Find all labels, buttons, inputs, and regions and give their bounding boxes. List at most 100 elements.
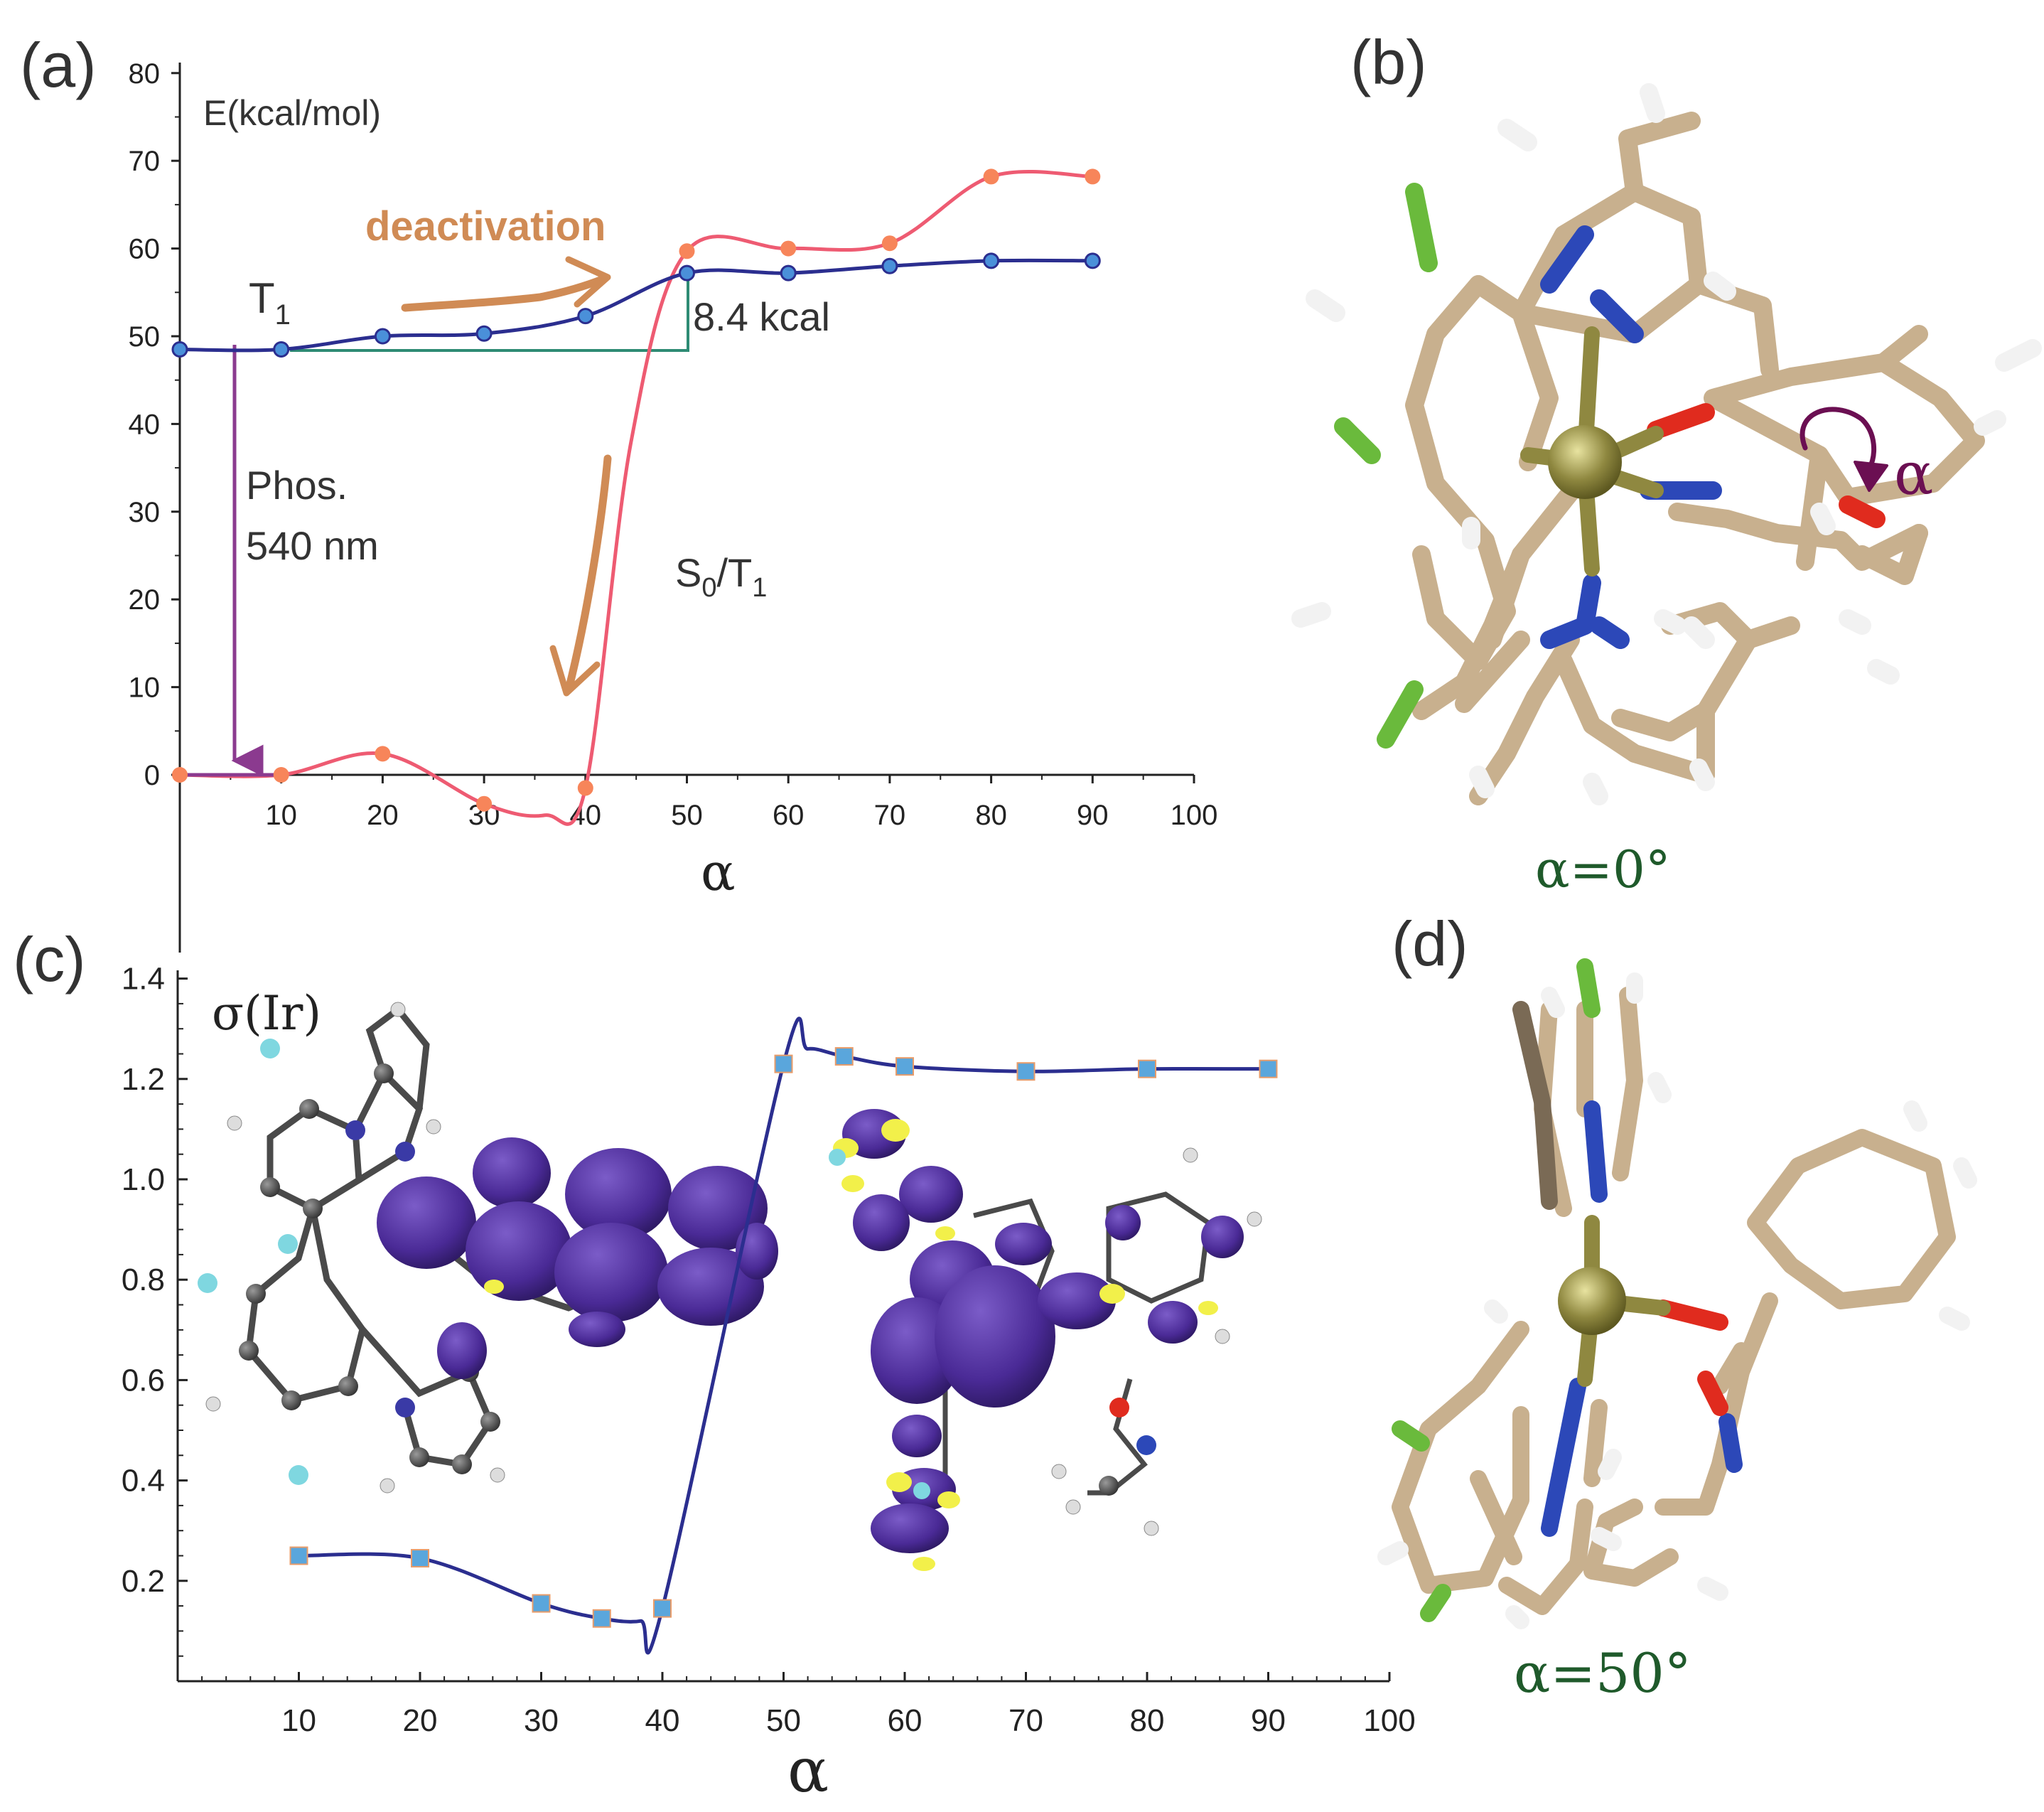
- x-tick-label-c: 20: [403, 1703, 438, 1738]
- y-tick-label-a: 30: [129, 497, 161, 528]
- point-s0t1: [375, 746, 391, 762]
- deactivation-arrow-1-head: [565, 256, 611, 308]
- rotation-arrow: [1800, 407, 1877, 472]
- panel-a: (a) 10 20 30 40 50 60 70 80 90 100010203040506070…: [20, 30, 1217, 953]
- point-s0t1: [172, 767, 188, 783]
- y-tick-label-a: 0: [144, 760, 160, 791]
- ylabel-c: σ(Ir): [212, 986, 321, 1041]
- panel-label-c: (c): [13, 924, 86, 995]
- x-tick-label-a: 20: [367, 800, 399, 831]
- x-tick-label-a: 70: [874, 800, 906, 831]
- y-tick-label-a: 10: [129, 672, 161, 704]
- point-sigma: [774, 1054, 793, 1073]
- molecule-d-darkring: [1512, 1001, 1558, 1210]
- point-sigma: [411, 1549, 429, 1568]
- point-s0t1: [983, 168, 999, 185]
- point-sigma: [289, 1546, 308, 1565]
- y-tick-label-c: 0.6: [122, 1363, 165, 1398]
- angle-label-d: α=50°: [1514, 1641, 1691, 1705]
- barrier-label: 8.4 kcal: [693, 294, 830, 339]
- panel-c-ticks: 10 20 30 40 50 60 70 80 90 100 0.2 0.4 0.6 0.8 1.0 1.2 1…: [122, 962, 1416, 1738]
- molecule-d-hydrogen: [1377, 972, 1977, 1629]
- x-tick-label-c: 30: [524, 1703, 559, 1738]
- point-sigma: [592, 1609, 611, 1628]
- y-tick-label-c: 1.4: [122, 962, 165, 997]
- iridium-atom-b: [1548, 425, 1622, 499]
- panel-label-a: (a): [20, 30, 97, 100]
- x-tick-label-a: 100: [1171, 800, 1218, 831]
- panel-label-d: (d): [1392, 908, 1468, 979]
- iridium-atom-d: [1558, 1267, 1626, 1335]
- point-t1: [374, 328, 391, 345]
- t1-subscript: 1: [275, 299, 291, 331]
- y-tick-label-a: 60: [129, 234, 161, 265]
- orbital-yellow-left: [484, 1280, 504, 1294]
- x-tick-label-a: 50: [671, 800, 703, 831]
- x-tick-label-c: 10: [281, 1703, 316, 1738]
- molecule-b-carbon: [1405, 112, 1985, 805]
- deactivation-arrow-2: [564, 454, 612, 694]
- x-tick-label-a: 10: [265, 800, 297, 831]
- point-sigma: [653, 1599, 672, 1618]
- xlabel-a: α: [701, 842, 736, 902]
- x-tick-label-c: 50: [766, 1703, 801, 1738]
- molecule-b-oxygen: [1647, 403, 1886, 528]
- point-s0t1: [476, 795, 493, 812]
- panel-d: (d): [1377, 908, 1977, 1705]
- phos-label-1: Phos.: [246, 463, 348, 508]
- orbital-molecule-right: [829, 1109, 1262, 1571]
- deactivation-arrow-2-head: [549, 645, 601, 697]
- orbital-molecule-left: [198, 1002, 778, 1494]
- panel-a-series: [171, 168, 1101, 826]
- orbital-lobes-left: [377, 1137, 778, 1379]
- molecule-b: [1291, 83, 2042, 805]
- molecule-atoms-left: [198, 1002, 505, 1494]
- s0t1-sub1: 1: [752, 573, 767, 603]
- s0t1-mid: /T: [717, 550, 753, 595]
- y-tick-label-c: 1.2: [122, 1062, 165, 1097]
- point-sigma: [532, 1594, 551, 1613]
- molecule-b-hydrogen: [1291, 83, 2042, 805]
- point-sigma: [1259, 1059, 1278, 1078]
- point-t1: [881, 257, 898, 274]
- point-t1: [273, 341, 290, 358]
- series-line-t1: [179, 258, 1093, 353]
- angle-label-b: α=0°: [1535, 840, 1671, 899]
- phos-label-2: 540 nm: [246, 523, 379, 568]
- point-t1: [577, 308, 594, 325]
- ylabel-a: E(kcal/mol): [203, 93, 381, 133]
- molecule-d-fluorine: [1392, 958, 1601, 1622]
- point-t1: [475, 325, 493, 342]
- molecule-d-carbon: [1392, 987, 1956, 1615]
- molecule-d-nitrogen: [1541, 1100, 1743, 1537]
- point-t1: [983, 252, 1000, 269]
- y-tick-label-c: 1.0: [122, 1162, 165, 1197]
- panel-label-b: (b): [1350, 27, 1427, 97]
- x-tick-label-a: 40: [570, 800, 602, 831]
- point-t1: [780, 264, 797, 282]
- point-sigma: [834, 1047, 854, 1066]
- y-tick-label-a: 20: [129, 584, 161, 616]
- point-sigma: [1016, 1062, 1036, 1081]
- orbital-yellow-right: [833, 1119, 1218, 1571]
- molecule-d-oxygen: [1655, 1299, 1728, 1416]
- y-tick-label-a: 70: [129, 146, 161, 177]
- point-t1: [171, 341, 188, 358]
- x-tick-label-c: 60: [888, 1703, 923, 1738]
- molecule-d: [1377, 958, 1977, 1629]
- x-tick-label-a: 80: [975, 800, 1007, 831]
- alpha-rotation-label: α: [1894, 441, 1933, 508]
- rotation-arrow-head: [1854, 461, 1888, 492]
- point-sigma: [895, 1057, 914, 1076]
- panel-c: (c) 10 20 30 40 50 60 70 80 90 100 0.2 0.4 0.6 0.8 1.0…: [13, 924, 1416, 1806]
- x-tick-label-c: 40: [645, 1703, 680, 1738]
- point-s0t1: [577, 780, 593, 796]
- deactivation-arrow-1: [401, 274, 608, 312]
- y-tick-label-c: 0.8: [122, 1262, 165, 1297]
- s0t1-sub0: 0: [701, 573, 716, 603]
- s0t1-label: S0/T1: [675, 550, 767, 603]
- point-t1: [679, 264, 695, 282]
- y-tick-label-a: 80: [129, 58, 161, 90]
